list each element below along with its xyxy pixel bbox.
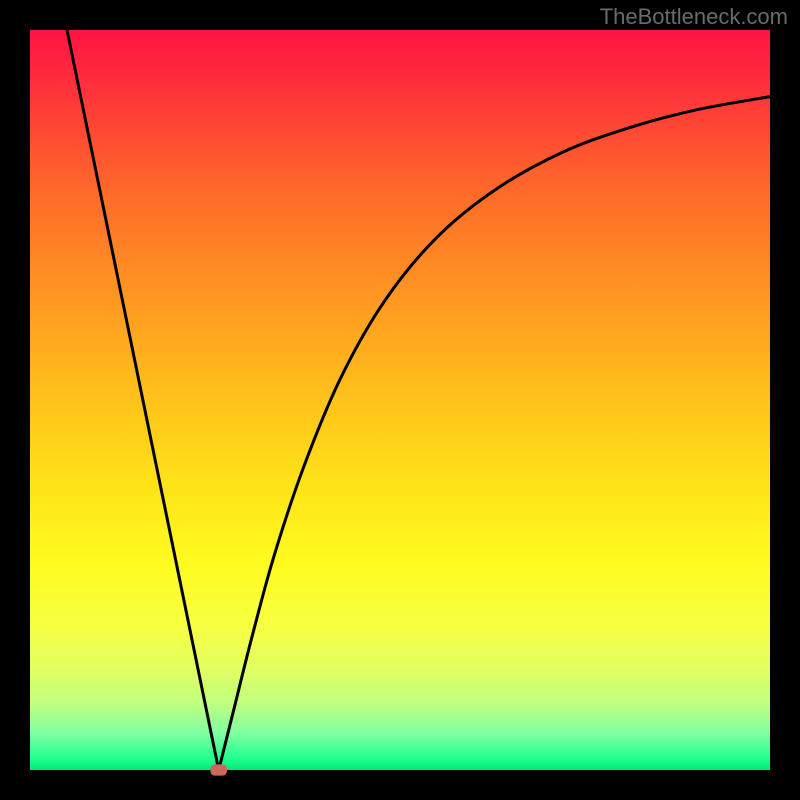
watermark-text: TheBottleneck.com [600,4,788,30]
chart-svg [0,0,800,800]
chart-frame: TheBottleneck.com [0,0,800,800]
optimal-point-marker [211,765,227,775]
plot-background [30,30,770,770]
